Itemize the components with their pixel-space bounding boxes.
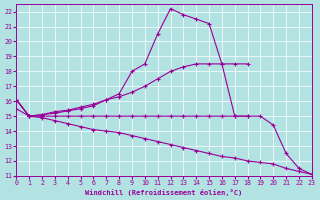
X-axis label: Windchill (Refroidissement éolien,°C): Windchill (Refroidissement éolien,°C) bbox=[85, 189, 243, 196]
